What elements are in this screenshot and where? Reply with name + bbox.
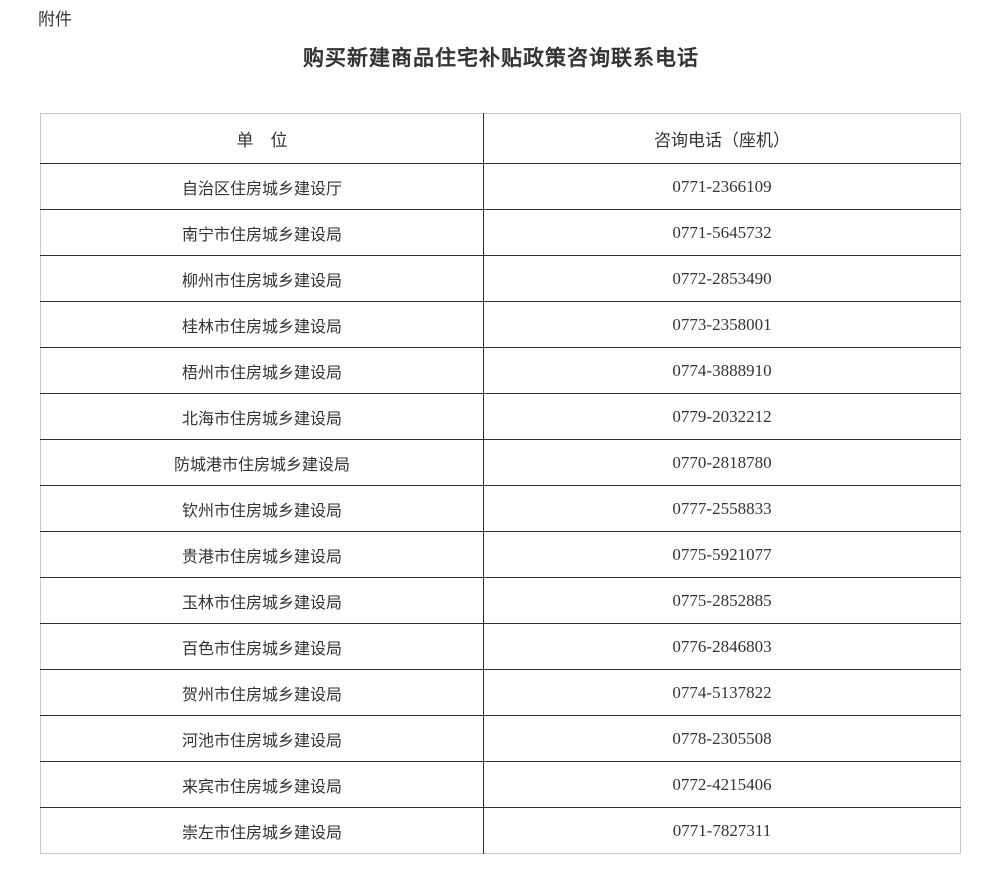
table-row: 百色市住房城乡建设局 0776-2846803 bbox=[40, 623, 961, 670]
phone-cell: 0773-2358001 bbox=[483, 301, 961, 348]
unit-cell: 防城港市住房城乡建设局 bbox=[40, 439, 484, 486]
table-row: 南宁市住房城乡建设局 0771-5645732 bbox=[40, 209, 961, 256]
unit-cell: 百色市住房城乡建设局 bbox=[40, 623, 484, 670]
table-header: 单 位 咨询电话（座机） bbox=[40, 113, 961, 164]
phone-cell: 0771-2366109 bbox=[483, 163, 961, 210]
unit-cell: 梧州市住房城乡建设局 bbox=[40, 347, 484, 394]
table-row: 河池市住房城乡建设局 0778-2305508 bbox=[40, 715, 961, 762]
page-title: 购买新建商品住宅补贴政策咨询联系电话 bbox=[303, 47, 699, 70]
column-header-phone: 咨询电话（座机） bbox=[483, 113, 961, 164]
unit-cell: 柳州市住房城乡建设局 bbox=[40, 255, 484, 302]
unit-cell: 桂林市住房城乡建设局 bbox=[40, 301, 484, 348]
table-row: 自治区住房城乡建设厅 0771-2366109 bbox=[40, 163, 961, 210]
phone-cell: 0770-2818780 bbox=[483, 439, 961, 486]
table-row: 玉林市住房城乡建设局 0775-2852885 bbox=[40, 577, 961, 624]
unit-cell: 来宾市住房城乡建设局 bbox=[40, 761, 484, 808]
phone-cell: 0775-5921077 bbox=[483, 531, 961, 578]
phone-cell: 0777-2558833 bbox=[483, 485, 961, 532]
table-row: 贵港市住房城乡建设局 0775-5921077 bbox=[40, 531, 961, 578]
contact-table: 单 位 咨询电话（座机） 自治区住房城乡建设厅 0771-2366109 南宁市住房… bbox=[40, 113, 961, 854]
table-row: 桂林市住房城乡建设局 0773-2358001 bbox=[40, 301, 961, 348]
phone-cell: 0774-3888910 bbox=[483, 347, 961, 394]
phone-cell: 0771-5645732 bbox=[483, 209, 961, 256]
table-row: 崇左市住房城乡建设局 0771-7827311 bbox=[40, 807, 961, 854]
unit-cell: 钦州市住房城乡建设局 bbox=[40, 485, 484, 532]
phone-cell: 0775-2852885 bbox=[483, 577, 961, 624]
column-header-unit: 单 位 bbox=[40, 113, 484, 164]
table-row: 钦州市住房城乡建设局 0777-2558833 bbox=[40, 485, 961, 532]
unit-cell: 玉林市住房城乡建设局 bbox=[40, 577, 484, 624]
unit-cell: 崇左市住房城乡建设局 bbox=[40, 807, 484, 854]
unit-cell: 自治区住房城乡建设厅 bbox=[40, 163, 484, 210]
phone-cell: 0772-2853490 bbox=[483, 255, 961, 302]
phone-cell: 0772-4215406 bbox=[483, 761, 961, 808]
table-row: 梧州市住房城乡建设局 0774-3888910 bbox=[40, 347, 961, 394]
phone-cell: 0779-2032212 bbox=[483, 393, 961, 440]
table-row: 来宾市住房城乡建设局 0772-4215406 bbox=[40, 761, 961, 808]
unit-cell: 贵港市住房城乡建设局 bbox=[40, 531, 484, 578]
attachment-label: 附件 bbox=[38, 10, 72, 29]
table-body: 自治区住房城乡建设厅 0771-2366109 南宁市住房城乡建设局 0771-564… bbox=[40, 163, 961, 854]
unit-cell: 河池市住房城乡建设局 bbox=[40, 715, 484, 762]
phone-cell: 0778-2305508 bbox=[483, 715, 961, 762]
unit-cell: 南宁市住房城乡建设局 bbox=[40, 209, 484, 256]
unit-cell: 贺州市住房城乡建设局 bbox=[40, 669, 484, 716]
phone-cell: 0771-7827311 bbox=[672, 820, 772, 840]
table-row: 防城港市住房城乡建设局 0770-2818780 bbox=[40, 439, 961, 486]
phone-cell: 0776-2846803 bbox=[483, 623, 961, 670]
table-row: 贺州市住房城乡建设局 0774-5137822 bbox=[40, 669, 961, 716]
unit-cell: 北海市住房城乡建设局 bbox=[40, 393, 484, 440]
table-row: 北海市住房城乡建设局 0779-2032212 bbox=[40, 393, 961, 440]
table-header-row: 单 位 咨询电话（座机） bbox=[40, 113, 961, 164]
phone-cell: 0774-5137822 bbox=[483, 669, 961, 716]
table-row: 柳州市住房城乡建设局 0772-2853490 bbox=[40, 255, 961, 302]
